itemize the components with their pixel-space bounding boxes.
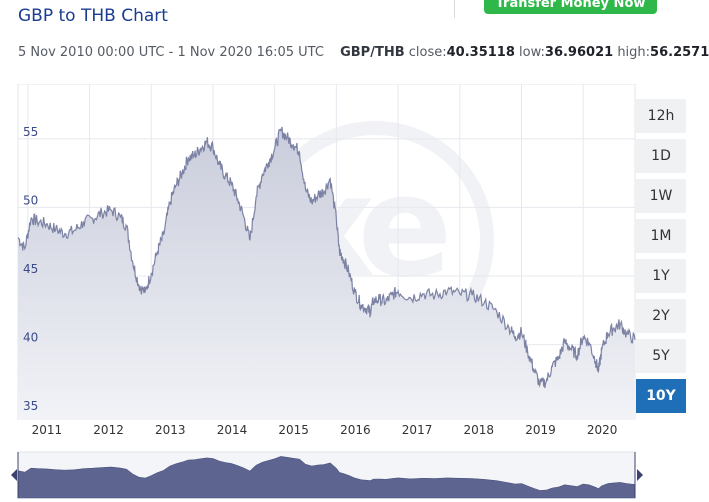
navigator-right-handle-icon[interactable] xyxy=(637,469,643,481)
low-value: 36.96021 xyxy=(544,45,614,60)
navigator-handles[interactable] xyxy=(11,452,643,498)
range-button-12h[interactable]: 12h xyxy=(636,99,686,133)
x-tick-label: 2020 xyxy=(587,423,618,437)
x-tick-label: 2017 xyxy=(402,423,433,437)
y-tick-label: 40 xyxy=(23,331,38,345)
range-button-2y[interactable]: 2Y xyxy=(636,299,686,333)
price-area xyxy=(18,126,635,421)
range-button-10y[interactable]: 10Y xyxy=(636,379,686,413)
close-label: close: xyxy=(408,45,447,60)
transfer-money-button[interactable]: Transfer Money Now xyxy=(484,0,657,14)
x-tick-label: 2013 xyxy=(155,423,186,437)
header-divider xyxy=(454,0,455,18)
y-tick-label: 50 xyxy=(23,193,38,207)
x-tick-label: 2015 xyxy=(278,423,309,437)
x-tick-label: 2014 xyxy=(217,423,248,437)
y-tick-label: 45 xyxy=(23,262,38,276)
page-title: GBP to THB Chart xyxy=(18,6,168,26)
range-button-5y[interactable]: 5Y xyxy=(636,339,686,373)
range-button-1m[interactable]: 1M xyxy=(636,219,686,253)
range-button-1d[interactable]: 1D xyxy=(636,139,686,173)
x-axis: 2011 2012 2013 2014 2015 2016 2017 2018 2019 2020 xyxy=(32,423,618,437)
navigator-area[interactable] xyxy=(17,456,636,499)
price-line xyxy=(17,126,636,389)
x-tick-label: 2018 xyxy=(463,423,494,437)
range-button-1y[interactable]: 1Y xyxy=(636,259,686,293)
x-tick-label: 2016 xyxy=(340,423,371,437)
y-tick-label: 55 xyxy=(23,125,38,139)
x-tick-label: 2019 xyxy=(525,423,556,437)
close-value: 40.35118 xyxy=(446,45,515,60)
range-button-1w[interactable]: 1W xyxy=(636,179,686,213)
navigator-left-handle-icon[interactable] xyxy=(11,469,17,481)
currency-pair: GBP/THB xyxy=(340,45,405,60)
x-tick-label: 2012 xyxy=(93,423,124,437)
high-value: 56.25711 xyxy=(650,45,709,60)
y-axis: 35 40 45 50 55 xyxy=(23,125,38,413)
date-range: 5 Nov 2010 00:00 UTC - 1 Nov 2020 16:05 … xyxy=(18,45,324,60)
high-label: high: xyxy=(617,45,651,60)
chart-meta: 5 Nov 2010 00:00 UTC - 1 Nov 2020 16:05 … xyxy=(18,45,709,60)
x-axis-band xyxy=(18,420,635,438)
x-tick-label: 2011 xyxy=(32,423,63,437)
svg-text:e: e xyxy=(358,146,453,309)
low-label: low: xyxy=(519,45,545,60)
y-tick-label: 35 xyxy=(23,399,38,413)
